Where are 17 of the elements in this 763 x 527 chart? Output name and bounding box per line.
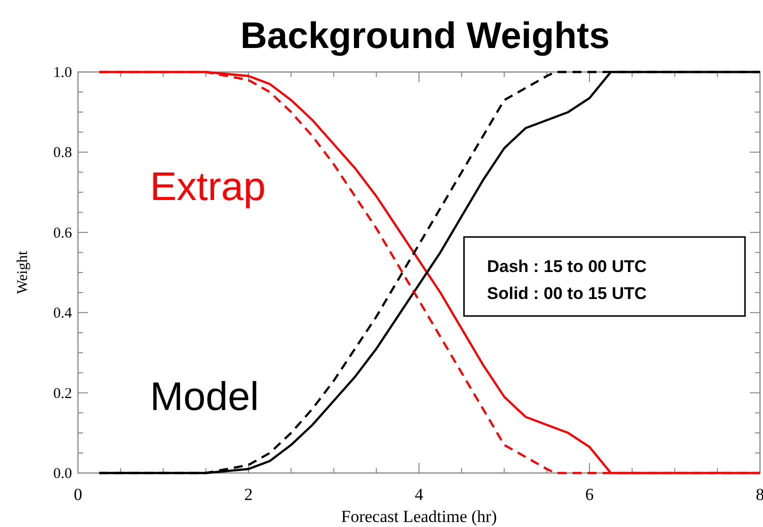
y-tick-label: 1.0 <box>53 65 72 81</box>
series-label: Extrap <box>150 165 266 209</box>
y-tick-label: 0.6 <box>53 225 72 242</box>
x-tick-label: 2 <box>244 485 253 504</box>
annotation: Dash : 15 to 00 UTC <box>487 257 647 276</box>
x-tick-label: 4 <box>414 485 424 504</box>
chart-title: Background Weights <box>240 15 610 56</box>
y-tick-label: 0.2 <box>53 386 72 402</box>
series-label: Model <box>150 375 259 419</box>
y-tick-label: 0.4 <box>53 306 72 322</box>
x-axis-title: Forecast Leadtime (hr) <box>341 507 497 526</box>
annotation: Solid : 00 to 15 UTC <box>487 284 647 303</box>
x-tick-label: 0 <box>74 485 82 504</box>
y-tick-label: 0.8 <box>53 145 72 162</box>
x-tick-label: 6 <box>585 485 594 504</box>
y-axis-title: Weight <box>15 250 31 294</box>
y-tick-label: 0.0 <box>53 466 72 482</box>
